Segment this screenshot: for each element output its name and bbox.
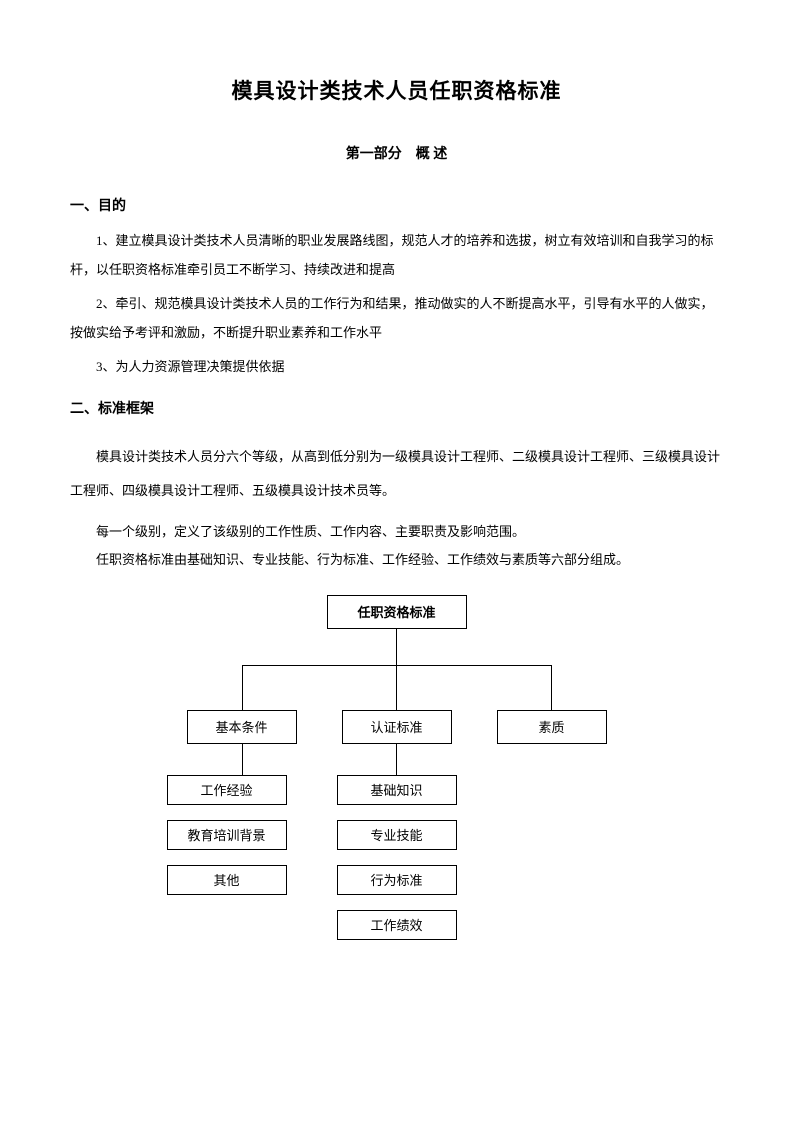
diagram-connector	[242, 665, 243, 710]
page-subtitle: 第一部分 概 述	[70, 143, 723, 163]
section-2-para-1: 模具设计类技术人员分六个等级，从高到低分别为一级模具设计工程师、二级模具设计工程…	[70, 440, 723, 508]
diagram-node: 行为标准	[337, 865, 457, 895]
diagram-node: 工作经验	[167, 775, 287, 805]
page-title: 模具设计类技术人员任职资格标准	[70, 75, 723, 105]
diagram-node: 任职资格标准	[327, 595, 467, 629]
diagram-node: 基本条件	[187, 710, 297, 744]
diagram-node: 工作绩效	[337, 910, 457, 940]
section-1-para-2: 2、牵引、规范模具设计类技术人员的工作行为和结果，推动做实的人不断提高水平，引导…	[70, 290, 723, 347]
diagram-node: 专业技能	[337, 820, 457, 850]
section-1-para-3: 3、为人力资源管理决策提供依据	[70, 353, 723, 382]
section-2-para-2: 每一个级别，定义了该级别的工作性质、工作内容、主要职责及影响范围。	[70, 518, 723, 547]
diagram-connector	[396, 744, 397, 775]
diagram-connector	[396, 629, 397, 665]
diagram-connector	[242, 744, 243, 775]
diagram-node: 基础知识	[337, 775, 457, 805]
diagram-connector	[396, 665, 397, 710]
diagram-node: 素质	[497, 710, 607, 744]
diagram-connector	[242, 665, 552, 666]
diagram-connector	[551, 665, 552, 710]
diagram-node: 认证标准	[342, 710, 452, 744]
section-2-para-3: 任职资格标准由基础知识、专业技能、行为标准、工作经验、工作绩效与素质等六部分组成…	[70, 546, 723, 575]
section-1-heading: 一、目的	[70, 195, 723, 215]
diagram-node: 其他	[167, 865, 287, 895]
section-2-heading: 二、标准框架	[70, 398, 723, 418]
org-diagram: 任职资格标准基本条件 认证标准 素质工作经验教育培训背景其他 基础知识专业技能行为标准…	[127, 595, 667, 975]
section-1-para-1: 1、建立模具设计类技术人员清晰的职业发展路线图，规范人才的培养和选拔，树立有效培…	[70, 227, 723, 284]
diagram-node: 教育培训背景	[167, 820, 287, 850]
